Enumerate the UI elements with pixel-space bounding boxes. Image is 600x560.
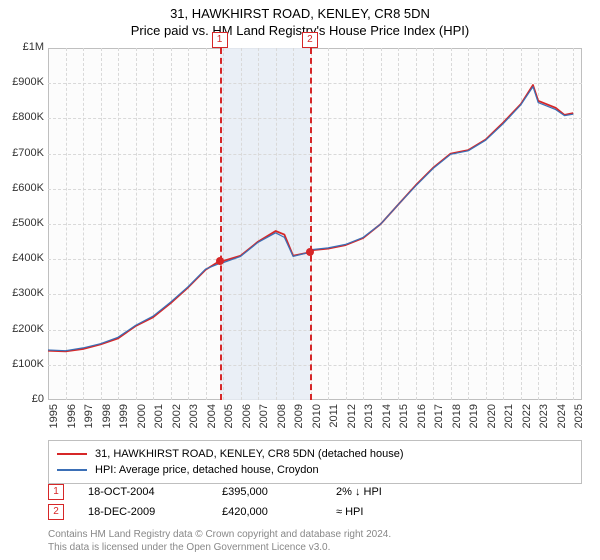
x-axis-label: 1996: [66, 404, 78, 428]
x-axis-label: 2022: [521, 404, 533, 428]
x-axis-label: 2001: [153, 404, 165, 428]
y-axis-label: £700K: [12, 147, 44, 159]
x-axis-label: 2019: [468, 404, 480, 428]
x-axis-label: 2003: [188, 404, 200, 428]
y-axis-label: £200K: [12, 323, 44, 335]
x-axis-label: 2017: [433, 404, 445, 428]
chart-lines-svg: [48, 48, 582, 400]
x-axis-label: 2020: [486, 404, 498, 428]
y-axis-label: £400K: [12, 252, 44, 264]
x-axis-label: 1998: [101, 404, 113, 428]
event-row: 2 18-DEC-2009 £420,000 ≈ HPI: [48, 502, 582, 522]
x-axis-label: 2023: [538, 404, 550, 428]
event-marker-line: [220, 48, 222, 400]
x-axis-label: 2004: [206, 404, 218, 428]
event-diff: ≈ HPI: [336, 506, 363, 518]
x-axis-label: 2015: [398, 404, 410, 428]
y-axis-label: £100K: [12, 358, 44, 370]
event-date: 18-OCT-2004: [88, 486, 198, 498]
legend-row: HPI: Average price, detached house, Croy…: [57, 462, 573, 478]
y-axis-label: £1M: [23, 41, 44, 53]
event-marker-tag: 2: [302, 32, 318, 48]
legend-box: 31, HAWKHIRST ROAD, KENLEY, CR8 5DN (det…: [48, 440, 582, 484]
legend-label: HPI: Average price, detached house, Croy…: [95, 464, 319, 476]
x-axis-label: 2006: [241, 404, 253, 428]
x-axis-label: 2018: [451, 404, 463, 428]
x-axis-label: 2010: [311, 404, 323, 428]
legend-swatch: [57, 469, 87, 471]
x-axis-label: 2000: [136, 404, 148, 428]
footer-attribution: Contains HM Land Registry data © Crown c…: [48, 528, 582, 554]
x-axis-label: 1999: [118, 404, 130, 428]
y-axis-label: £800K: [12, 111, 44, 123]
x-axis-label: 2012: [346, 404, 358, 428]
x-axis-label: 1995: [48, 404, 60, 428]
event-price: £395,000: [222, 486, 312, 498]
footer-line2: This data is licensed under the Open Gov…: [48, 541, 582, 554]
chart-area: £0£100K£200K£300K£400K£500K£600K£700K£80…: [48, 48, 582, 400]
event-diff: 2% ↓ HPI: [336, 486, 382, 498]
y-axis-label: £500K: [12, 217, 44, 229]
x-axis-label: 2024: [556, 404, 568, 428]
legend-label: 31, HAWKHIRST ROAD, KENLEY, CR8 5DN (det…: [95, 448, 404, 460]
y-axis-label: £300K: [12, 287, 44, 299]
footer-line1: Contains HM Land Registry data © Crown c…: [48, 528, 582, 541]
x-axis-label: 2016: [416, 404, 428, 428]
event-marker-line: [310, 48, 312, 400]
x-axis-label: 2013: [363, 404, 375, 428]
event-price: £420,000: [222, 506, 312, 518]
event-marker-dot: [216, 257, 224, 265]
event-marker-dot: [306, 248, 314, 256]
events-block: 1 18-OCT-2004 £395,000 2% ↓ HPI 2 18-DEC-2009…: [48, 482, 582, 522]
event-number-badge: 1: [48, 484, 64, 500]
y-axis-label: £900K: [12, 76, 44, 88]
x-axis-label: 2021: [503, 404, 515, 428]
x-axis-label: 1997: [83, 404, 95, 428]
chart-title-block: 31, HAWKHIRST ROAD, KENLEY, CR8 5DN Pric…: [0, 0, 600, 38]
event-row: 1 18-OCT-2004 £395,000 2% ↓ HPI: [48, 482, 582, 502]
y-axis-label: £600K: [12, 182, 44, 194]
legend-row: 31, HAWKHIRST ROAD, KENLEY, CR8 5DN (det…: [57, 446, 573, 462]
y-axis-label: £0: [32, 393, 44, 405]
x-axis-label: 2008: [276, 404, 288, 428]
chart-title-line1: 31, HAWKHIRST ROAD, KENLEY, CR8 5DN: [0, 6, 600, 21]
event-number-badge: 2: [48, 504, 64, 520]
x-axis-label: 2007: [258, 404, 270, 428]
event-marker-tag: 1: [212, 32, 228, 48]
x-axis-label: 2011: [328, 404, 340, 428]
x-axis-label: 2025: [573, 404, 585, 428]
event-date: 18-DEC-2009: [88, 506, 198, 518]
x-axis-label: 2005: [223, 404, 235, 428]
legend-swatch: [57, 453, 87, 455]
chart-title-line2: Price paid vs. HM Land Registry's House …: [0, 23, 600, 38]
x-axis-label: 2009: [293, 404, 305, 428]
x-axis-label: 2014: [381, 404, 393, 428]
x-axis-label: 2002: [171, 404, 183, 428]
